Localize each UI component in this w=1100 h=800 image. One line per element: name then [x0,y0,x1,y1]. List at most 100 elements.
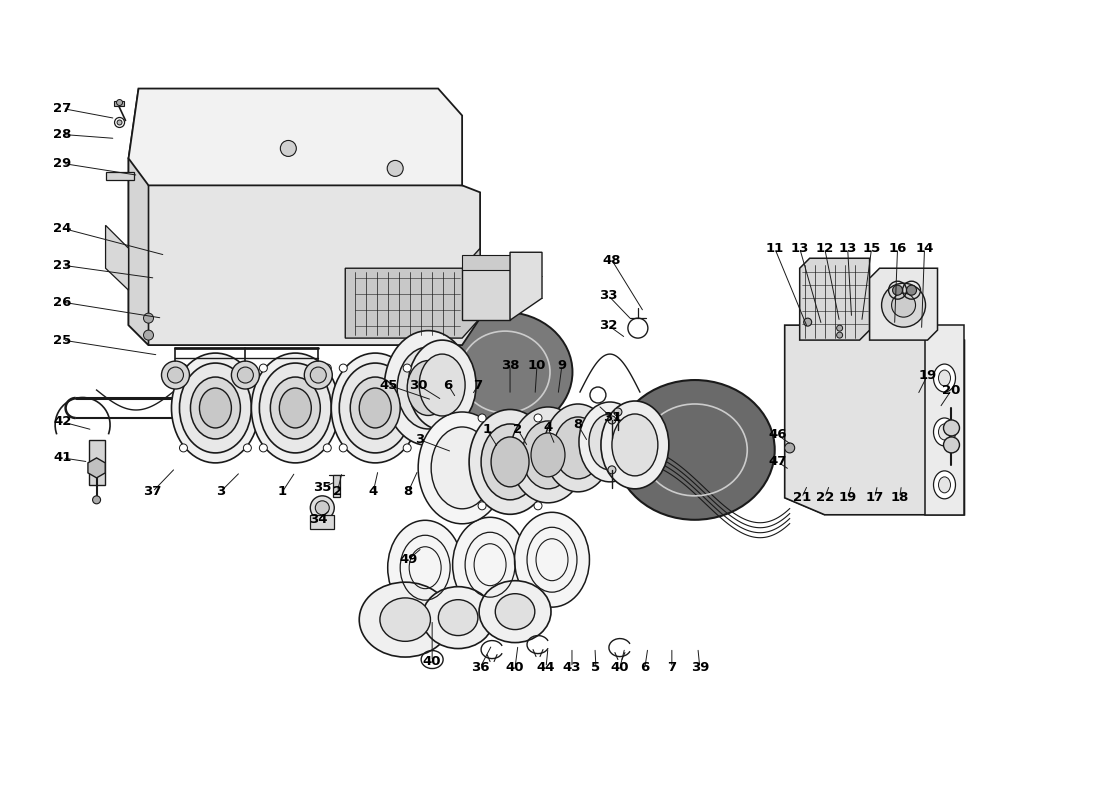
Text: 49: 49 [399,554,417,566]
Text: 2: 2 [514,423,522,437]
Ellipse shape [522,421,574,489]
Circle shape [608,466,616,474]
Ellipse shape [544,404,612,492]
Circle shape [387,161,404,176]
Circle shape [310,496,334,520]
Circle shape [837,325,843,331]
Text: 2: 2 [332,486,342,498]
Text: 3: 3 [216,486,225,498]
Text: 43: 43 [563,661,581,674]
Polygon shape [129,89,462,186]
Circle shape [260,444,267,452]
Ellipse shape [331,353,419,463]
Ellipse shape [601,401,669,489]
Bar [113,101,123,106]
Circle shape [881,283,925,327]
Text: 4: 4 [368,486,377,498]
Text: 10: 10 [528,358,547,371]
Circle shape [117,99,122,106]
Text: 47: 47 [769,455,786,468]
Text: 30: 30 [409,378,428,391]
Text: 5: 5 [592,661,601,674]
Text: 31: 31 [603,411,622,425]
Circle shape [92,496,100,504]
Text: 39: 39 [691,661,710,674]
Ellipse shape [452,518,528,612]
Polygon shape [870,268,937,340]
Circle shape [608,416,616,424]
Text: 20: 20 [943,383,960,397]
Circle shape [310,367,327,383]
Text: 44: 44 [537,661,556,674]
Circle shape [534,502,542,510]
Circle shape [478,414,486,422]
Ellipse shape [172,353,260,463]
Text: 33: 33 [598,289,617,302]
Circle shape [117,120,122,125]
Text: 46: 46 [769,429,786,442]
Circle shape [534,414,542,422]
Ellipse shape [360,582,451,657]
Text: 40: 40 [422,655,441,668]
Ellipse shape [199,388,231,428]
Text: 4: 4 [543,422,552,434]
Ellipse shape [469,410,551,514]
Text: 6: 6 [640,661,649,674]
Text: 9: 9 [558,358,566,371]
Bar [462,268,510,320]
Circle shape [837,332,843,338]
Ellipse shape [554,417,602,479]
Circle shape [323,444,331,452]
Circle shape [478,502,486,510]
Text: 1: 1 [483,423,492,437]
Text: 22: 22 [815,491,834,504]
Ellipse shape [515,512,590,607]
Circle shape [167,367,184,383]
Polygon shape [88,458,106,478]
Ellipse shape [495,594,535,630]
Ellipse shape [938,424,950,440]
Ellipse shape [360,388,392,428]
Text: 7: 7 [473,378,483,391]
Circle shape [906,285,916,295]
Text: 13: 13 [791,242,808,254]
Ellipse shape [271,377,320,439]
Text: 23: 23 [54,258,72,272]
Ellipse shape [510,407,586,503]
Ellipse shape [431,427,493,509]
Ellipse shape [387,520,463,615]
Text: 25: 25 [54,334,72,346]
Text: 24: 24 [54,222,72,234]
Text: 11: 11 [766,242,784,254]
Circle shape [243,444,252,452]
Circle shape [305,361,332,389]
Polygon shape [129,158,480,345]
Circle shape [143,313,154,323]
Circle shape [404,444,411,452]
Ellipse shape [480,581,551,642]
Ellipse shape [934,471,956,499]
Ellipse shape [252,353,339,463]
Ellipse shape [934,418,956,446]
Circle shape [323,364,331,372]
Text: 48: 48 [603,254,622,266]
Ellipse shape [384,330,472,446]
Polygon shape [924,325,965,515]
Ellipse shape [408,340,476,430]
Ellipse shape [179,363,252,453]
Circle shape [404,364,411,372]
Text: 42: 42 [54,415,72,429]
Ellipse shape [615,380,774,520]
Text: 19: 19 [838,491,857,504]
Ellipse shape [579,402,641,482]
Text: 16: 16 [889,242,906,254]
Ellipse shape [190,377,241,439]
Circle shape [162,361,189,389]
Text: 18: 18 [890,491,909,504]
Ellipse shape [260,363,331,453]
Polygon shape [345,248,480,338]
Polygon shape [510,252,542,320]
Text: 40: 40 [610,661,629,674]
Bar [106,172,133,180]
Ellipse shape [419,354,465,416]
